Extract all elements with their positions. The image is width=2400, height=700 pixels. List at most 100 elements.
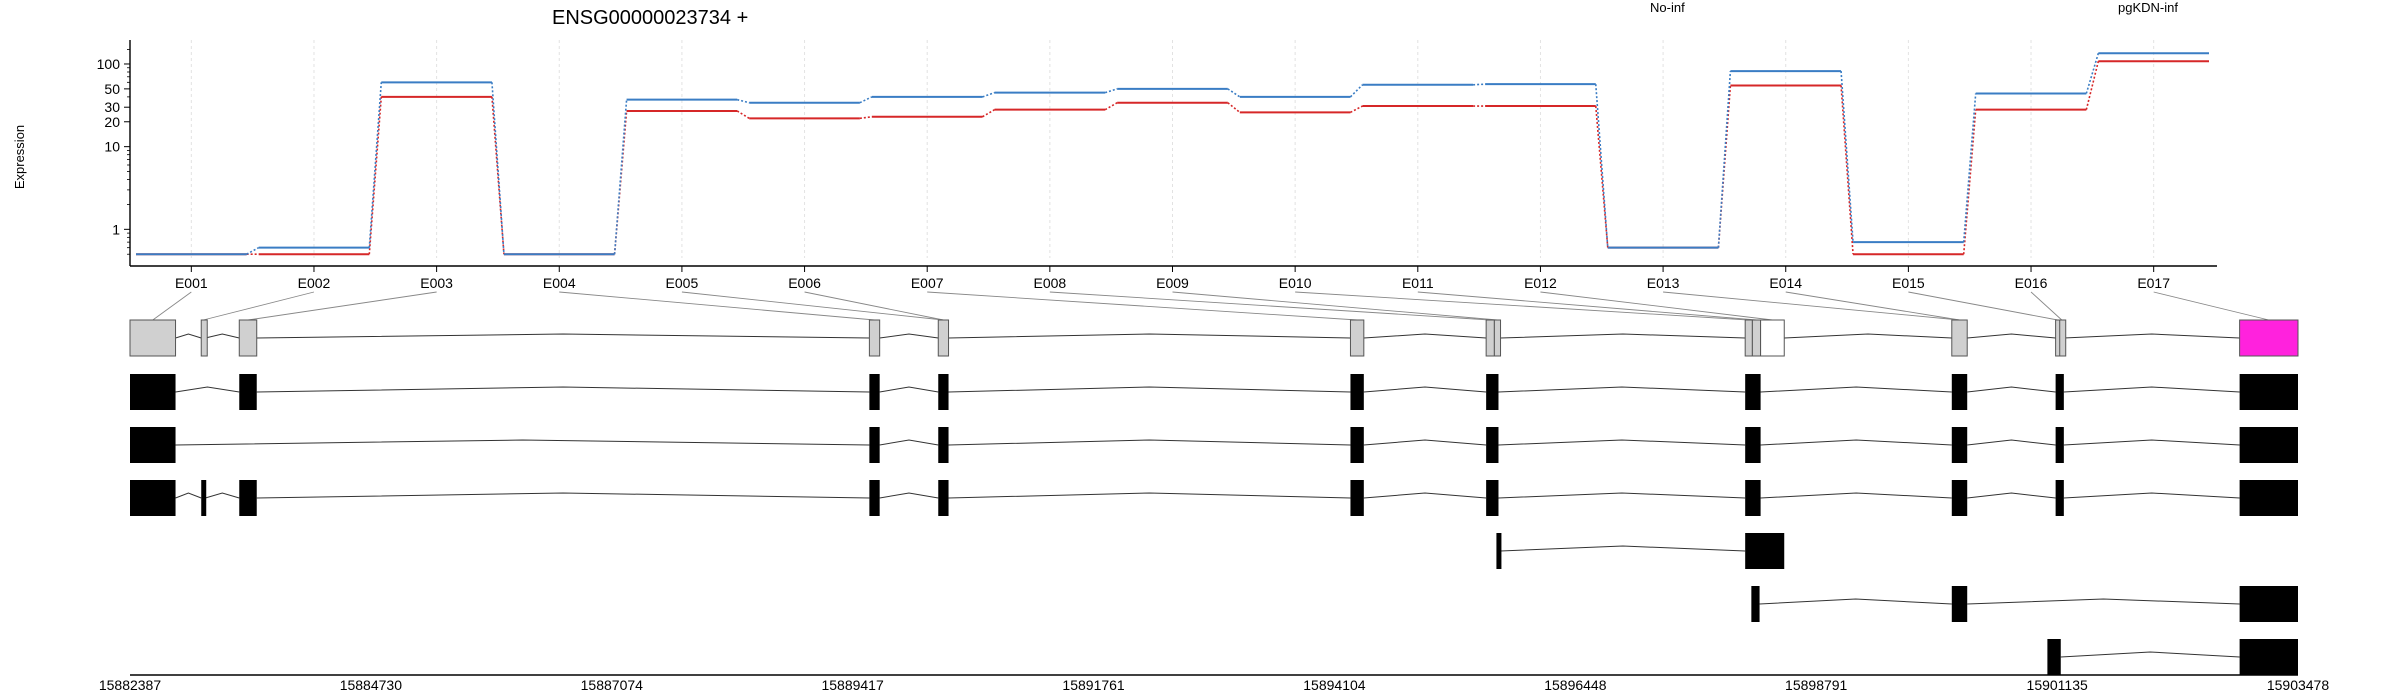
genomic-tick-label: 15891761 bbox=[1062, 677, 1125, 693]
series-connector bbox=[1717, 71, 1732, 248]
x-tick-label: E015 bbox=[1892, 275, 1925, 291]
exon-connector-line bbox=[559, 291, 875, 321]
series-connector bbox=[1349, 84, 1364, 98]
series-connector bbox=[491, 82, 505, 255]
intron-line bbox=[256, 492, 870, 499]
x-tick-label: E009 bbox=[1156, 275, 1189, 291]
intron-line bbox=[879, 492, 939, 499]
transcript-exon bbox=[1951, 480, 1968, 516]
transcript-4 bbox=[1496, 533, 1785, 569]
transcript-exon bbox=[1951, 427, 1968, 463]
transcript-1 bbox=[130, 374, 2298, 410]
exon-bin-track bbox=[129, 319, 2299, 357]
intron-line bbox=[1498, 386, 1746, 393]
genomic-tick-label: 15882387 bbox=[99, 677, 162, 693]
y-tick-label: 50 bbox=[104, 81, 120, 97]
series-connector bbox=[737, 98, 750, 104]
genomic-tick-label: 15901135 bbox=[2027, 677, 2088, 693]
x-tick-label: E001 bbox=[175, 275, 208, 291]
x-tick-label: E007 bbox=[911, 275, 944, 291]
series-connector bbox=[1104, 88, 1118, 94]
transcript-exon bbox=[1350, 374, 1364, 410]
genomic-tick-label: 15884730 bbox=[340, 677, 403, 693]
transcript-exon bbox=[2055, 427, 2064, 463]
exon-connector-line bbox=[1908, 291, 2058, 321]
genomic-tick-label: 15903478 bbox=[2267, 677, 2330, 693]
transcript-exon bbox=[2239, 639, 2298, 675]
y-tick-label: 100 bbox=[97, 56, 121, 72]
intron-line bbox=[1500, 545, 1746, 552]
series-pgKDN-inf bbox=[136, 52, 2209, 256]
intron-line bbox=[205, 333, 240, 339]
intron-line bbox=[175, 386, 240, 393]
intron-line bbox=[1498, 439, 1746, 446]
x-tick-label: E008 bbox=[1034, 275, 1067, 291]
intron-line bbox=[2063, 386, 2240, 393]
intron-line bbox=[2063, 439, 2240, 446]
intron-line bbox=[1784, 333, 1952, 339]
series-connector bbox=[1962, 109, 1977, 255]
series-connector bbox=[1227, 88, 1241, 98]
intron-line bbox=[2063, 333, 2240, 339]
genomic-tick-label: 15898791 bbox=[1785, 677, 1848, 693]
intron-line bbox=[205, 492, 240, 499]
exon-bin bbox=[2239, 319, 2299, 357]
transcript-exon bbox=[1751, 586, 1760, 622]
transcript-exon bbox=[2239, 374, 2298, 410]
y-tick-label: 20 bbox=[104, 114, 120, 130]
series-connector bbox=[1227, 102, 1241, 113]
intron-line bbox=[256, 333, 870, 339]
x-tick-label: E002 bbox=[298, 275, 331, 291]
exon-connector-line bbox=[1417, 291, 1757, 321]
x-tick-label: E004 bbox=[543, 275, 576, 291]
transcript-exon bbox=[938, 480, 949, 516]
x-tick-label: E014 bbox=[1769, 275, 1802, 291]
transcript-exon bbox=[938, 374, 949, 410]
exon-connector-line bbox=[681, 291, 944, 321]
series-connector bbox=[368, 82, 383, 248]
exon-connector-line bbox=[804, 291, 944, 321]
x-tick-label: E006 bbox=[788, 275, 821, 291]
exon-bin bbox=[1493, 319, 1502, 357]
x-tick-label: E011 bbox=[1402, 275, 1434, 291]
series-connector bbox=[1594, 105, 1609, 248]
series-connector bbox=[1473, 83, 1486, 86]
transcript-exon bbox=[1951, 586, 1968, 622]
transcript-exon bbox=[1486, 374, 1499, 410]
exon-bin bbox=[868, 319, 881, 357]
transcript-exon bbox=[1496, 533, 1502, 569]
transcript-2 bbox=[130, 427, 2298, 463]
x-tick-label: E010 bbox=[1279, 275, 1312, 291]
transcript-exon bbox=[2239, 427, 2298, 463]
transcript-exon bbox=[869, 374, 880, 410]
x-tick-label: E016 bbox=[2015, 275, 2048, 291]
series-connector bbox=[1594, 84, 1609, 248]
series-connector bbox=[613, 99, 628, 255]
exon-bin bbox=[238, 319, 258, 357]
transcript-tracks bbox=[130, 374, 2298, 675]
genomic-tick-label: 15896448 bbox=[1544, 677, 1607, 693]
exon-bin bbox=[937, 319, 950, 357]
intron-line bbox=[1967, 598, 2240, 605]
transcript-6 bbox=[2047, 639, 2298, 675]
transcript-exon bbox=[2239, 586, 2298, 622]
exon-bin bbox=[1485, 319, 1495, 357]
exon-bin bbox=[1744, 319, 1753, 357]
intron-line bbox=[879, 333, 939, 339]
exon-connector-line bbox=[1049, 291, 1491, 321]
transcript-exon bbox=[130, 480, 176, 516]
y-tick-label: 30 bbox=[104, 99, 120, 115]
y-tick-label: 10 bbox=[104, 139, 120, 155]
series-connector bbox=[1104, 102, 1118, 111]
exon-bin bbox=[1760, 319, 1785, 357]
series-connector bbox=[2085, 52, 2100, 94]
transcript-exon bbox=[130, 374, 176, 410]
series-connector bbox=[1840, 85, 1854, 255]
genomic-tick-label: 15887074 bbox=[581, 677, 644, 693]
exon-connector-line bbox=[1295, 291, 1749, 321]
exon-connector-line bbox=[247, 291, 437, 321]
transcript-exon bbox=[130, 427, 176, 463]
series-connector bbox=[246, 246, 260, 255]
intron-line bbox=[1759, 598, 1952, 605]
